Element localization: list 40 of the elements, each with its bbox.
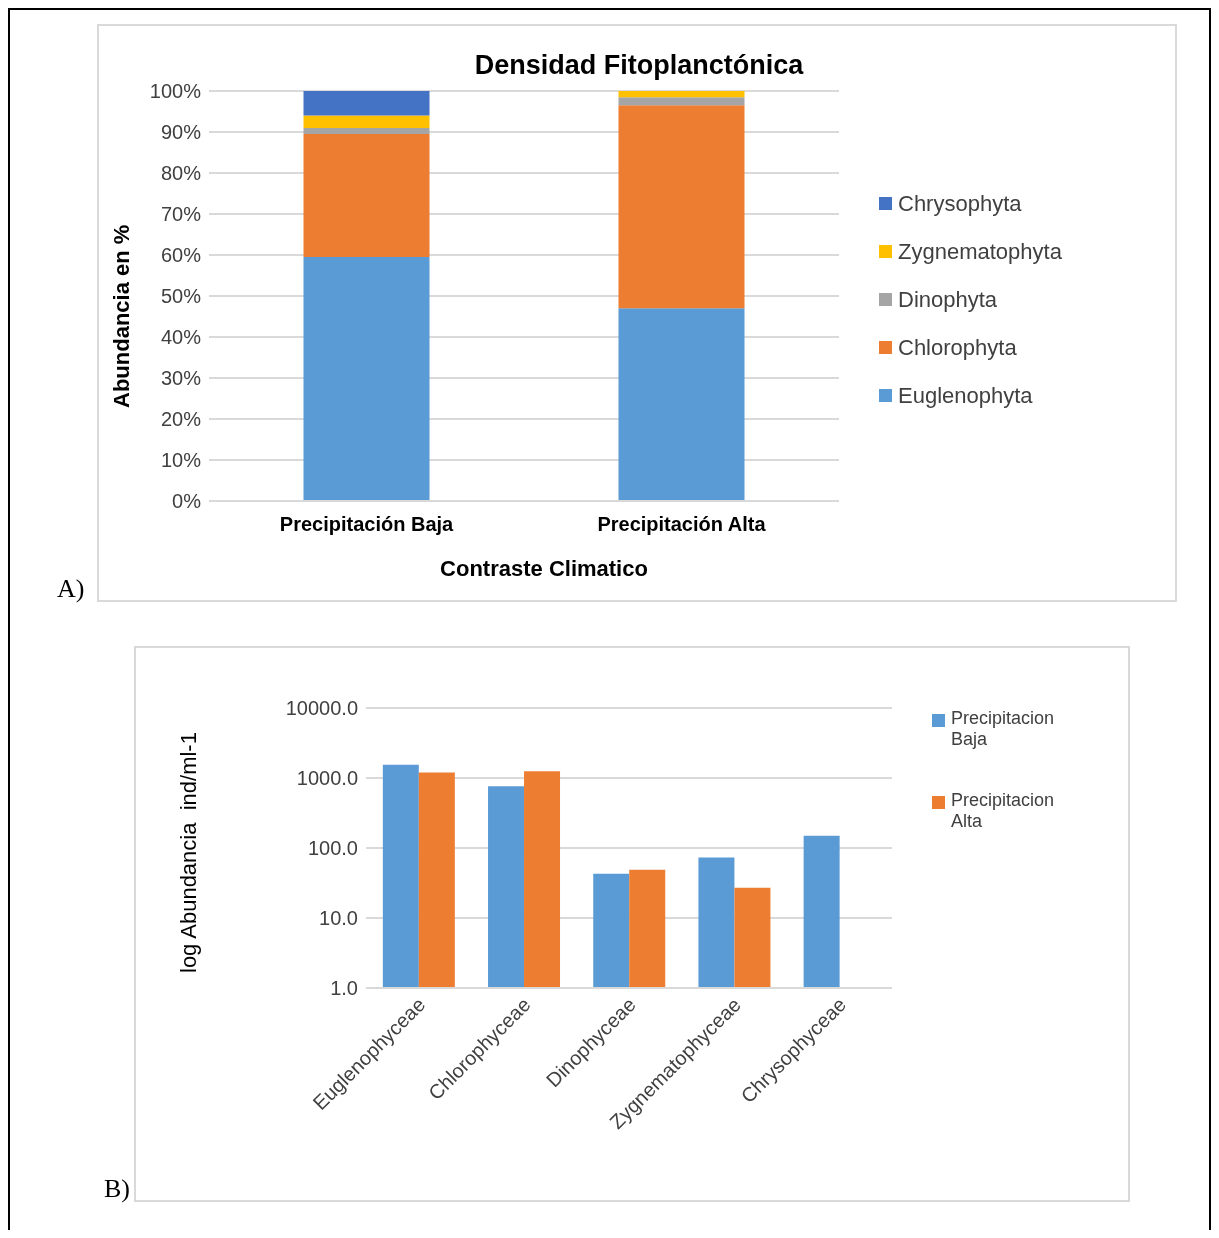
y-tick-label: 50% bbox=[160, 285, 202, 308]
legend-label: Zygnematophyta bbox=[898, 239, 1062, 265]
bar bbox=[618, 91, 745, 98]
chart-title: Densidad Fitoplanctónica bbox=[473, 50, 805, 81]
legend-label: Dinophyta bbox=[898, 287, 998, 313]
y-tick-label: 10% bbox=[160, 449, 202, 472]
bar bbox=[303, 91, 430, 116]
bar bbox=[303, 115, 430, 128]
bar bbox=[303, 134, 430, 258]
y-tick-label: 1.0 bbox=[330, 977, 358, 1000]
x-tick-label: Precipitación Baja bbox=[279, 513, 455, 535]
y-tick-label: 20% bbox=[160, 408, 202, 431]
y-tick-label: 100.0 bbox=[307, 837, 358, 860]
x-axis-title: Contraste Climatico bbox=[439, 556, 649, 582]
y-axis-title: log Abundancia ind/ml-1 bbox=[176, 731, 202, 976]
bar bbox=[303, 127, 430, 135]
y-axis-title: Abundancia en % bbox=[109, 223, 135, 410]
legend-label: Precipitacion Alta bbox=[951, 790, 1056, 832]
y-tick-label: 90% bbox=[160, 121, 202, 144]
bar bbox=[618, 105, 745, 309]
bar bbox=[618, 308, 745, 501]
legend-label: Chlorophyta bbox=[898, 335, 1017, 361]
text: A) bbox=[57, 574, 85, 604]
y-tick-label: 70% bbox=[160, 203, 202, 226]
y-tick-label: 80% bbox=[160, 162, 202, 185]
y-tick-label: 10000.0 bbox=[285, 697, 358, 720]
text: B) bbox=[104, 1174, 130, 1204]
y-tick-label: 10.0 bbox=[319, 907, 358, 930]
bar bbox=[618, 97, 745, 106]
legend-label: Precipitacion Baja bbox=[951, 708, 1056, 750]
y-tick-label: 30% bbox=[160, 367, 202, 390]
legend-label: Chrysophyta bbox=[898, 191, 1022, 217]
bar bbox=[303, 257, 430, 501]
legend-label: Euglenophyta bbox=[898, 383, 1033, 409]
y-tick-label: 100% bbox=[149, 80, 202, 103]
x-tick-label: Precipitación Alta bbox=[597, 513, 767, 535]
y-tick-label: 1000.0 bbox=[296, 767, 358, 790]
y-tick-label: 0% bbox=[172, 490, 202, 513]
y-tick-label: 40% bbox=[160, 326, 202, 349]
y-tick-label: 60% bbox=[160, 244, 202, 267]
